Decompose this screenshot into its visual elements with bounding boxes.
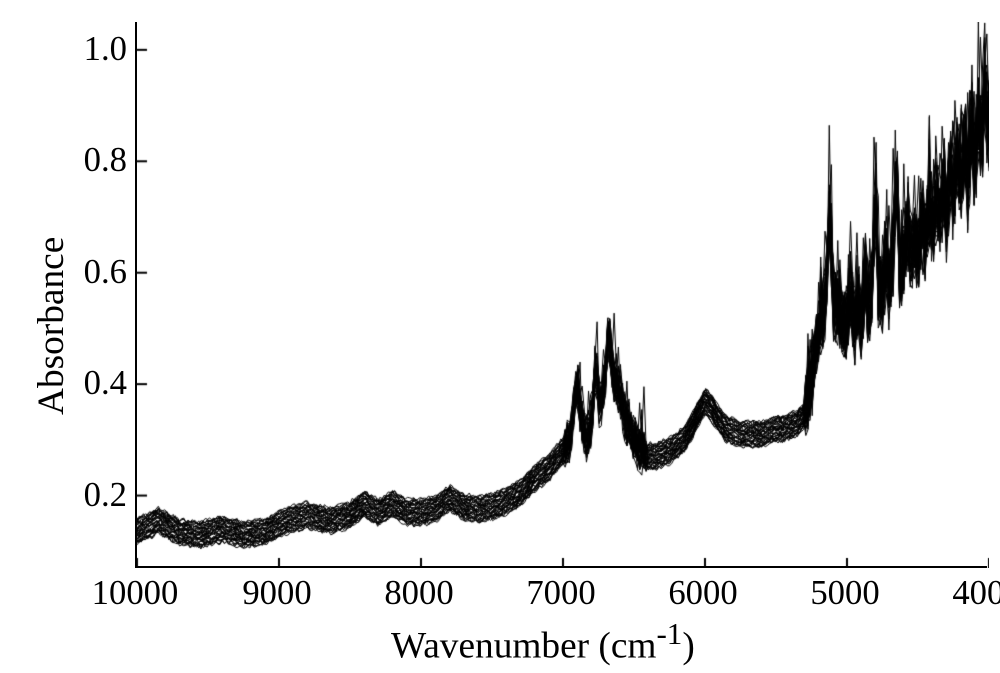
x-tick-label: 4000 (937, 574, 1000, 613)
x-axis-label: Wavenumber (cm-1) (391, 616, 695, 667)
x-axis-label-sup: -1 (656, 616, 682, 651)
x-tick-label: 10000 (85, 574, 185, 613)
x-tick-label: 7000 (511, 574, 611, 613)
x-tick-label: 6000 (653, 574, 753, 613)
x-axis-label-text: Wavenumber (cm (391, 625, 656, 666)
x-axis-label-suffix: ) (682, 625, 694, 666)
spectrum-chart: Absorbance Wavenumber (cm-1) 10000900080… (0, 0, 1000, 673)
x-tick-label: 9000 (227, 574, 327, 613)
y-tick-label: 0.4 (57, 364, 127, 403)
x-tick-label: 5000 (795, 574, 895, 613)
y-tick-label: 0.8 (57, 141, 127, 180)
axis-canvas (137, 22, 989, 568)
y-tick-label: 0.2 (57, 476, 127, 515)
plot-area (135, 22, 987, 568)
x-tick-label: 8000 (369, 574, 469, 613)
y-tick-label: 0.6 (57, 253, 127, 292)
y-tick-label: 1.0 (57, 30, 127, 69)
